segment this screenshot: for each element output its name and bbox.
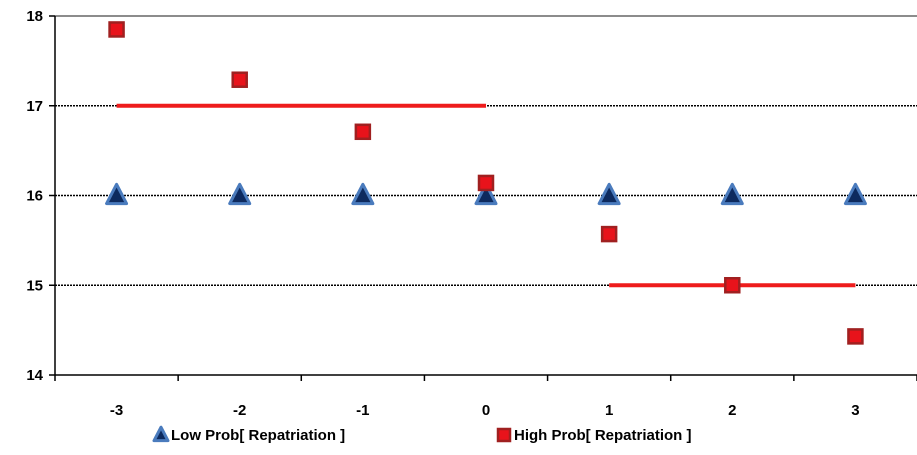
low-prob-point — [597, 182, 621, 206]
low-prob-point — [720, 182, 744, 206]
x-tick-label: 3 — [851, 402, 859, 419]
x-tick-label: -2 — [233, 402, 246, 419]
legend-low-prob-label: Low Prob[ Repatriation ] — [171, 427, 345, 444]
data-marks — [105, 21, 867, 345]
high-prob-point — [600, 225, 618, 243]
x-tick-label: -3 — [110, 402, 123, 419]
y-tick-label: 18 — [26, 8, 43, 25]
y-tick-label: 16 — [26, 188, 43, 205]
y-tick-label: 17 — [26, 98, 43, 115]
y-tick-label: 14 — [26, 367, 43, 384]
x-tick-label: 0 — [482, 402, 490, 419]
high-prob-point — [231, 71, 248, 88]
low-prob-point — [351, 182, 375, 206]
legend: Low Prob[ Repatriation ] High Prob[ Repat… — [152, 425, 692, 444]
high-prob-point — [108, 21, 125, 38]
axes: 14 15 16 17 18 -3 -2 -1 0 1 2 3 — [26, 8, 917, 419]
low-prob-point — [843, 182, 867, 206]
x-tick-label: 1 — [605, 402, 613, 419]
low-prob-point — [105, 182, 129, 206]
y-tick-label: 15 — [26, 277, 43, 294]
grid-layer — [55, 15, 917, 286]
legend-low-prob-icon — [152, 425, 170, 443]
high-prob-point — [477, 174, 495, 192]
legend-high-prob-icon — [496, 427, 512, 443]
x-tick-label: -1 — [356, 402, 369, 419]
x-tick-label: 2 — [728, 402, 736, 419]
high-prob-point — [847, 328, 864, 345]
high-prob-point — [354, 123, 372, 141]
low-prob-point — [474, 182, 498, 206]
low-prob-point — [228, 182, 252, 206]
high-prob-point — [724, 277, 741, 294]
legend-high-prob-label: High Prob[ Repatriation ] — [514, 427, 692, 444]
